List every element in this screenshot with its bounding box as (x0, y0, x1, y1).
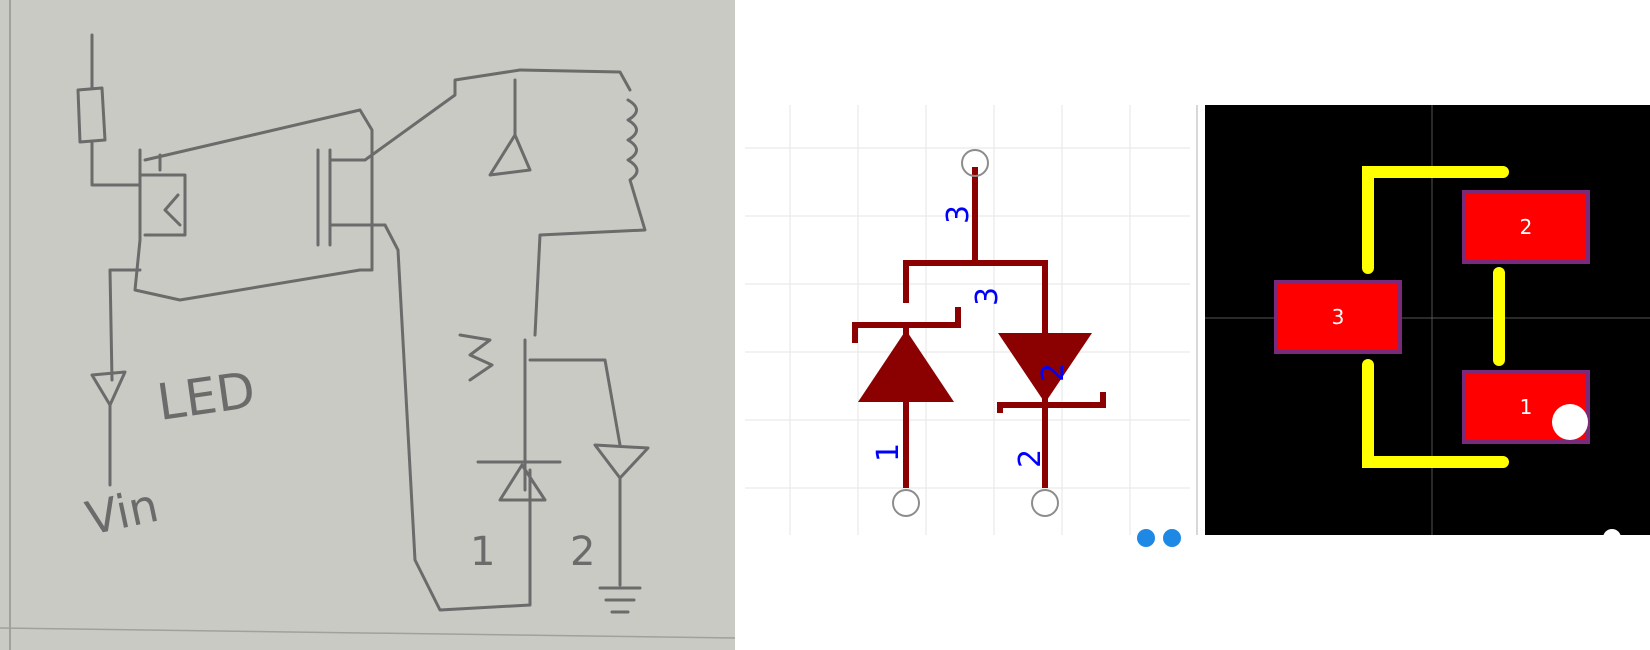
pad-3-label: 3 (1332, 305, 1345, 329)
schematic-background (745, 105, 1190, 535)
pin-label-right: 2 (1013, 449, 1048, 468)
footprint-zoom-dot[interactable] (1603, 529, 1621, 547)
zoom-controls[interactable] (1137, 529, 1181, 547)
paper-background (0, 0, 735, 650)
sketch-optocoupler (133, 108, 374, 302)
right-zener-bar (997, 392, 1106, 413)
silk-top (1362, 166, 1509, 274)
pin1-marker-dot (1552, 404, 1588, 440)
sketch-led-branch (90, 268, 142, 487)
sketch-bottom-diodes (476, 338, 650, 614)
pad-1-label: 1 (1520, 395, 1533, 419)
diode-symbol (852, 167, 1106, 488)
pin-label-mid: 3 (970, 287, 1005, 306)
footprint-panel: 3 2 1 (1205, 105, 1650, 547)
sketch-pin2-label: 2 (570, 529, 595, 575)
pencil-sketch (76, 33, 650, 614)
sketch-photo: LED Vin 1 2 (0, 0, 736, 650)
pin1-terminal[interactable] (892, 489, 920, 517)
paper-edge-line-bottom (0, 627, 736, 639)
pad-3[interactable] (1274, 280, 1402, 354)
zoom-dot-1[interactable] (1137, 529, 1155, 547)
pin-label-mid2: 2 (1036, 363, 1071, 382)
sketch-3-mark (458, 333, 494, 382)
pin-label-left: 1 (871, 443, 906, 462)
pad-2-label: 2 (1520, 215, 1533, 239)
pad-2[interactable] (1462, 190, 1590, 264)
sketch-led-label: LED (154, 361, 259, 432)
sketch-resistor (76, 33, 142, 187)
common-bus-wire (903, 260, 1048, 333)
silkscreen-outline (1362, 166, 1509, 468)
sketch-pin1-label: 1 (470, 529, 495, 575)
left-diode-triangle (858, 330, 954, 402)
pin2-terminal[interactable] (1031, 489, 1059, 517)
pin3-terminal[interactable] (961, 149, 989, 177)
right-diode-triangle (998, 333, 1092, 403)
schematic-grid (745, 105, 1190, 535)
silk-bottom (1362, 359, 1509, 468)
pin-label-top: 3 (941, 205, 976, 224)
sketch-coil (488, 68, 647, 337)
sketch-mosfet (316, 68, 532, 612)
schematic-panel: 3 3 2 1 2 (745, 105, 1198, 547)
zoom-dot-2[interactable] (1163, 529, 1181, 547)
left-zener-bar (852, 307, 961, 343)
